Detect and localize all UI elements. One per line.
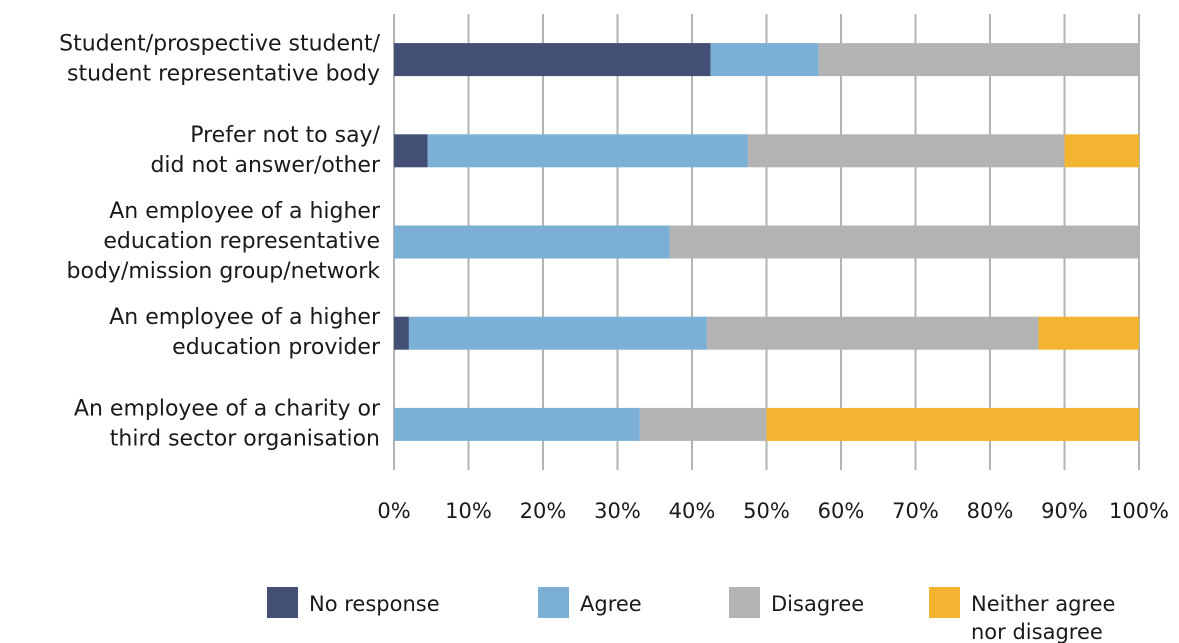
category-label: body/mission group/network xyxy=(67,259,381,284)
category-labels: Student/prospective student/student repr… xyxy=(59,32,381,452)
legend-swatch-1 xyxy=(538,587,569,618)
x-tick-labels: 0% 10% 20% 30% 40% 50% 60% 70% 80% 90% 100% xyxy=(377,499,1169,523)
bar-segment-4-3 xyxy=(766,407,1139,441)
category-label: student representative body xyxy=(67,62,380,87)
category-label: education representative xyxy=(103,229,380,254)
x-tick-label: 90% xyxy=(1041,499,1088,523)
legend-label: Disagree xyxy=(771,592,864,616)
bar-segment-0-2 xyxy=(818,43,1139,77)
x-tick-label: 30% xyxy=(594,499,641,523)
bars xyxy=(394,43,1139,441)
x-tick-label: 100% xyxy=(1109,499,1169,523)
legend-label: Neither agree xyxy=(971,592,1115,616)
category-label: An employee of a charity or xyxy=(74,396,381,421)
bar-segment-2-1 xyxy=(394,225,670,259)
bar-segment-4-1 xyxy=(394,407,640,441)
bar-segment-0-1 xyxy=(710,43,819,77)
bar-segment-1-3 xyxy=(1064,134,1139,168)
category-label: did not answer/other xyxy=(150,153,380,178)
category-label: Prefer not to say/ xyxy=(190,123,380,148)
x-tick-label: 80% xyxy=(967,499,1014,523)
category-label: Student/prospective student/ xyxy=(59,32,380,57)
category-label: An employee of a higher xyxy=(109,305,381,330)
bar-segment-3-0 xyxy=(394,316,409,350)
bar-segment-0-0 xyxy=(394,43,711,77)
legend-label: Agree xyxy=(580,592,642,616)
category-label: education provider xyxy=(172,335,381,360)
bar-segment-3-3 xyxy=(1038,316,1139,350)
x-tick-label: 20% xyxy=(520,499,567,523)
x-tick-label: 40% xyxy=(669,499,716,523)
bar-segment-1-0 xyxy=(394,134,428,168)
bar-segment-3-1 xyxy=(408,316,707,350)
category-label: third sector organisation xyxy=(110,426,380,451)
legend-swatch-0 xyxy=(267,587,298,618)
legend-swatch-3 xyxy=(929,587,960,618)
x-tick-label: 0% xyxy=(377,499,410,523)
x-tick-label: 70% xyxy=(892,499,939,523)
bar-segment-1-2 xyxy=(747,134,1065,168)
bar-segment-1-1 xyxy=(427,134,748,168)
bar-segment-4-2 xyxy=(639,407,767,441)
x-tick-label: 60% xyxy=(818,499,865,523)
legend-label: nor disagree xyxy=(971,620,1103,643)
legend: No response Agree Disagree Neither agree nor… xyxy=(267,587,1115,643)
legend-label: No response xyxy=(309,592,440,616)
bar-segment-3-2 xyxy=(706,316,1039,350)
x-tick-label: 10% xyxy=(445,499,492,523)
bar-segment-2-2 xyxy=(669,225,1139,259)
category-label: An employee of a higher xyxy=(109,199,381,224)
x-tick-label: 50% xyxy=(743,499,790,523)
legend-swatch-2 xyxy=(729,587,760,618)
